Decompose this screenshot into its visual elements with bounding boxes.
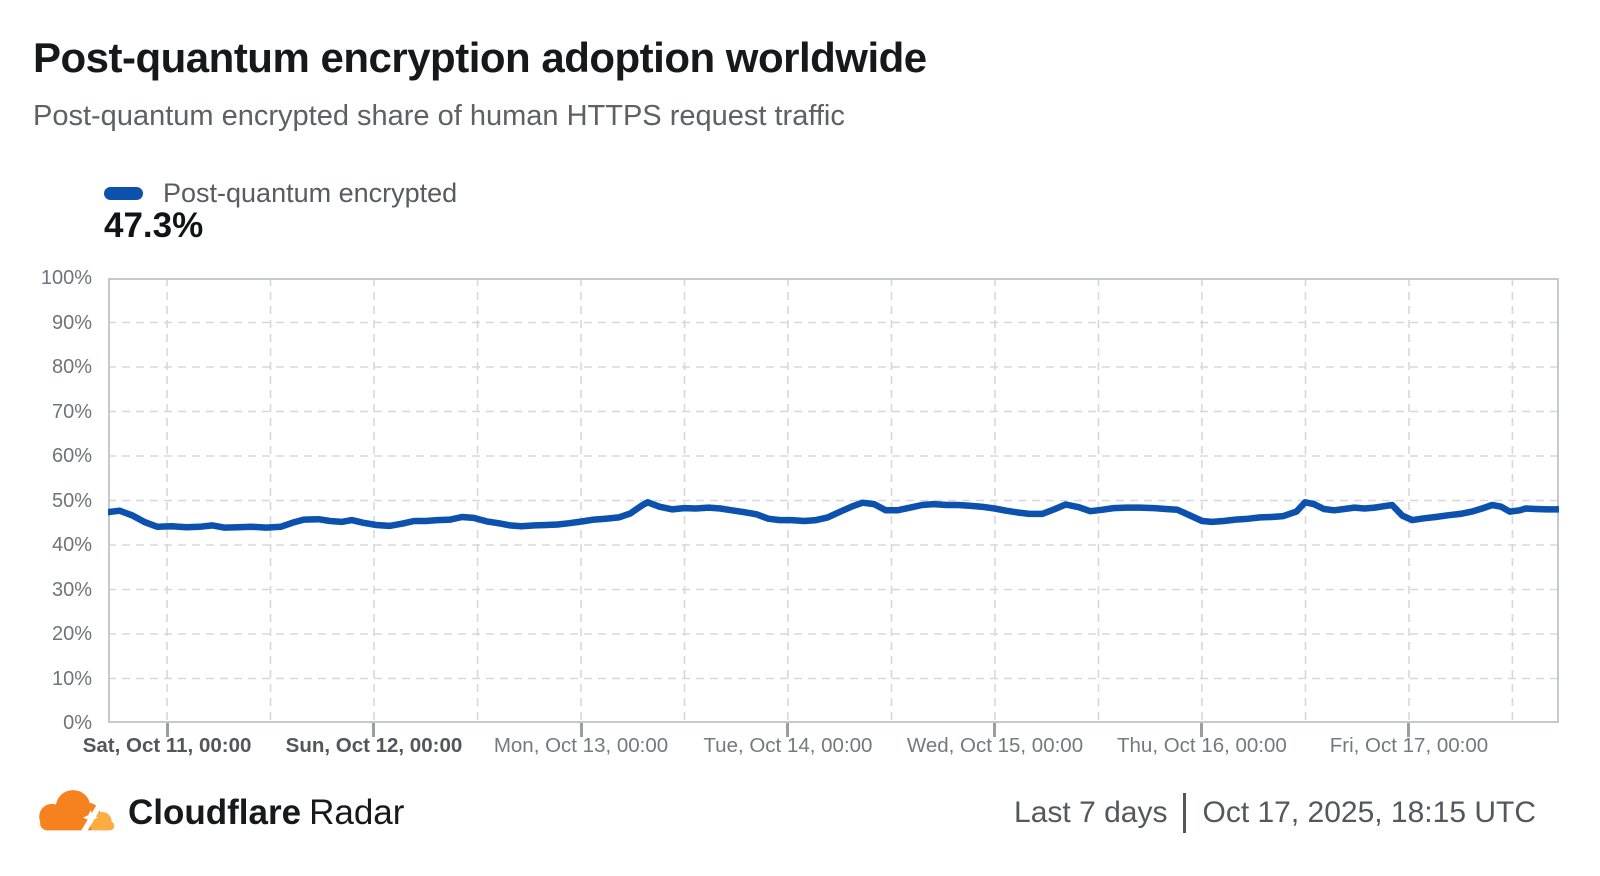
y-axis-tick-label: 70%	[51, 400, 92, 423]
legend-label: Post-quantum encrypted	[163, 178, 458, 208]
legend-current-value: 47.3%	[104, 206, 204, 245]
y-axis-tick-label: 50%	[51, 489, 92, 512]
series-line-post-quantum-encrypted	[108, 499, 1559, 531]
legend-item[interactable]: Post-quantum encrypted	[104, 178, 457, 209]
brand-name-bold: Cloudflare	[128, 793, 302, 832]
y-axis-tick-label: 20%	[51, 623, 92, 645]
x-axis-tick	[372, 723, 376, 737]
separator	[1183, 793, 1187, 833]
x-axis-tick-label: Tue, Oct 14, 00:00	[703, 734, 873, 757]
footer: Cloudflare Radar	[0, 782, 1600, 844]
y-axis-tick-label: 90%	[51, 311, 92, 334]
x-axis-tick-label: Fri, Oct 17, 00:00	[1329, 734, 1489, 757]
page-subtitle: Post-quantum encrypted share of human HT…	[33, 100, 845, 132]
x-axis-tick	[579, 723, 583, 737]
plot-border	[108, 278, 1559, 723]
x-axis-tick-label: Thu, Oct 16, 00:00	[1117, 734, 1287, 757]
cloudflare-logo-icon	[39, 790, 115, 836]
date-range-label: Last 7 days	[1014, 796, 1168, 829]
x-axis-tick	[993, 723, 997, 737]
cloudflare-radar-link[interactable]: Cloudflare Radar	[30, 788, 404, 838]
y-axis-tick-label: 80%	[51, 356, 92, 378]
brand-name-regular: Radar	[309, 793, 405, 832]
x-axis-tick	[165, 723, 169, 737]
page-title: Post-quantum encryption adoption worldwi…	[33, 34, 927, 81]
y-axis-tick-label: 60%	[51, 445, 92, 467]
footer-meta: Last 7 days Oct 17, 2025, 18:15 UTC	[1014, 782, 1536, 844]
x-axis-tick	[786, 723, 790, 737]
y-axis-tick-label: 40%	[51, 534, 92, 556]
legend-swatch-icon	[104, 187, 143, 200]
x-axis-tick-label: Mon, Oct 13, 00:00	[493, 734, 669, 757]
x-axis-tick	[1407, 723, 1411, 737]
x-axis-tick	[1200, 723, 1204, 737]
x-axis-tick-label: Sun, Oct 12, 00:00	[285, 734, 463, 757]
line-chart	[108, 278, 1559, 723]
x-axis-tick-label: Sat, Oct 11, 00:00	[82, 734, 252, 757]
x-axis-tick-label: Wed, Oct 15, 00:00	[906, 734, 1084, 757]
timestamp-label: Oct 17, 2025, 18:15 UTC	[1202, 796, 1536, 829]
y-axis-tick-label: 30%	[51, 578, 92, 601]
y-axis-tick-label: 10%	[51, 667, 92, 690]
chart-plot-area[interactable]	[108, 278, 1559, 723]
y-axis-tick-label: 0%	[63, 712, 92, 734]
y-axis-tick-label: 100%	[40, 267, 92, 289]
